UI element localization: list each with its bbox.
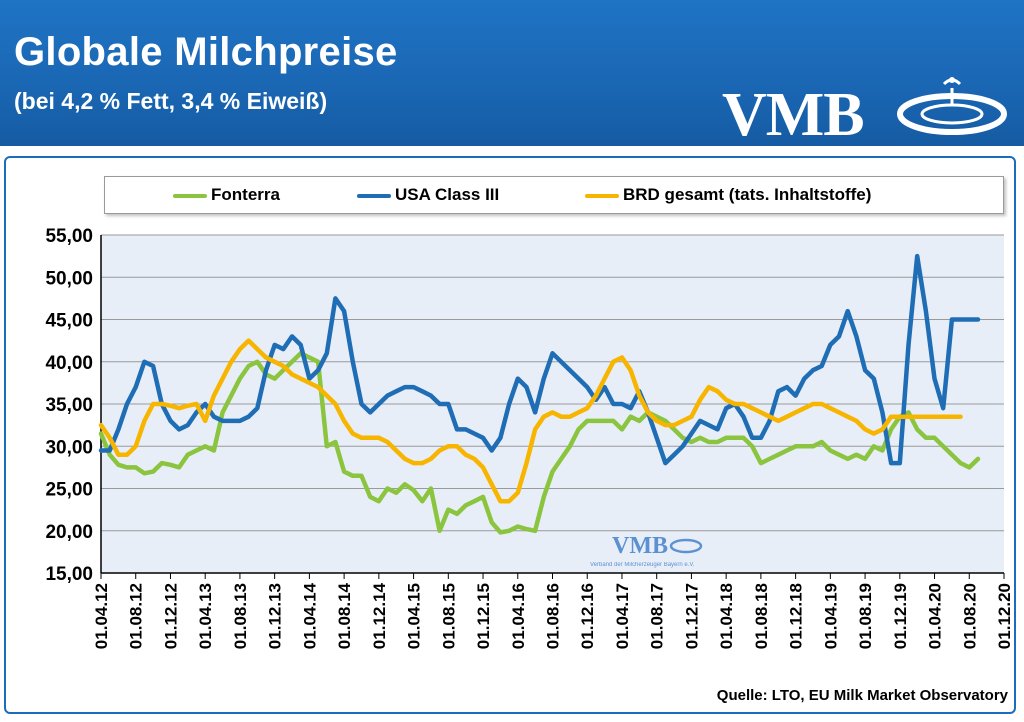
legend-label-fonterra: Fonterra [211, 185, 280, 204]
x-tick-label: 01.08.18 [752, 583, 771, 649]
x-tick-label: 01.04.15 [405, 583, 424, 649]
x-tick-label: 01.12.19 [891, 583, 910, 649]
legend-item-fonterra: Fonterra [173, 185, 280, 205]
x-tick-label: 01.04.14 [300, 582, 319, 649]
x-tick-label: 01.08.19 [856, 583, 875, 649]
x-tick-label: 01.08.13 [231, 583, 250, 649]
y-tick-label: 20,00 [45, 522, 93, 543]
logo-swoosh-icon [897, 77, 1007, 135]
page-title: Globale Milchpreise [14, 30, 398, 74]
logo-text: VMB [722, 81, 865, 149]
y-tick-label: 45,00 [45, 311, 93, 332]
legend-swatch-brd [585, 193, 619, 198]
x-tick-label: 01.04.20 [926, 583, 945, 649]
x-tick-label: 01.12.16 [578, 583, 597, 649]
x-tick-label: 01.12.20 [995, 583, 1014, 649]
legend-item-brd: BRD gesamt (tats. Inhaltstoffe) [585, 185, 871, 205]
x-tick-label: 01.04.18 [717, 583, 736, 649]
x-tick-label: 01.04.17 [613, 583, 632, 649]
series-line-fonterra [98, 351, 981, 535]
x-tick-label: 01.08.20 [960, 583, 979, 649]
x-tick-label: 01.08.15 [439, 583, 458, 649]
x-tick-label: 01.04.13 [196, 583, 215, 649]
legend-label-brd: BRD gesamt (tats. Inhaltstoffe) [623, 185, 872, 204]
legend-swatch-usa [357, 193, 391, 198]
y-tick-label: 15,00 [45, 564, 93, 585]
source-note: Quelle: LTO, EU Milk Market Observatory [716, 687, 1008, 704]
x-tick-label: 01.08.17 [648, 583, 667, 649]
y-tick-label: 25,00 [45, 480, 93, 501]
watermark-swoosh-icon [669, 538, 703, 554]
legend: Fonterra USA Class III BRD gesamt (tats.… [104, 176, 1004, 214]
x-tick-label: 01.04.16 [509, 583, 528, 649]
x-tick-label: 01.12.15 [474, 583, 493, 649]
x-tick-label: 01.12.12 [161, 583, 180, 649]
y-tick-label: 35,00 [45, 395, 93, 416]
series-line-brd [98, 338, 963, 504]
x-tick-label: 01.12.18 [787, 583, 806, 649]
page-subtitle: (bei 4,2 % Fett, 3,4 % Eiweiß) [14, 88, 328, 114]
watermark-subtext: Verband der Milcherzeuger Bayern e.V. [590, 562, 695, 568]
x-tick-label: 01.12.14 [370, 582, 389, 649]
watermark-logo: VMB [612, 533, 668, 559]
y-tick-label: 40,00 [45, 353, 93, 374]
series-line-usa [98, 253, 981, 466]
x-tick-label: 01.08.16 [544, 583, 563, 649]
x-tick-label: 01.04.12 [92, 583, 111, 649]
x-tick-label: 01.08.14 [335, 582, 354, 649]
y-tick-label: 30,00 [45, 437, 93, 458]
legend-label-usa: USA Class III [395, 185, 500, 204]
legend-swatch-fonterra [173, 193, 207, 198]
x-tick-label: 01.04.19 [821, 583, 840, 649]
legend-item-usa: USA Class III [357, 185, 499, 205]
header-banner: Globale Milchpreise (bei 4,2 % Fett, 3,4… [0, 0, 1024, 146]
x-tick-label: 01.12.13 [266, 583, 285, 649]
y-tick-label: 55,00 [45, 226, 93, 247]
x-tick-label: 01.08.12 [127, 583, 146, 649]
y-tick-label: 50,00 [45, 268, 93, 289]
x-tick-label: 01.12.17 [682, 583, 701, 649]
